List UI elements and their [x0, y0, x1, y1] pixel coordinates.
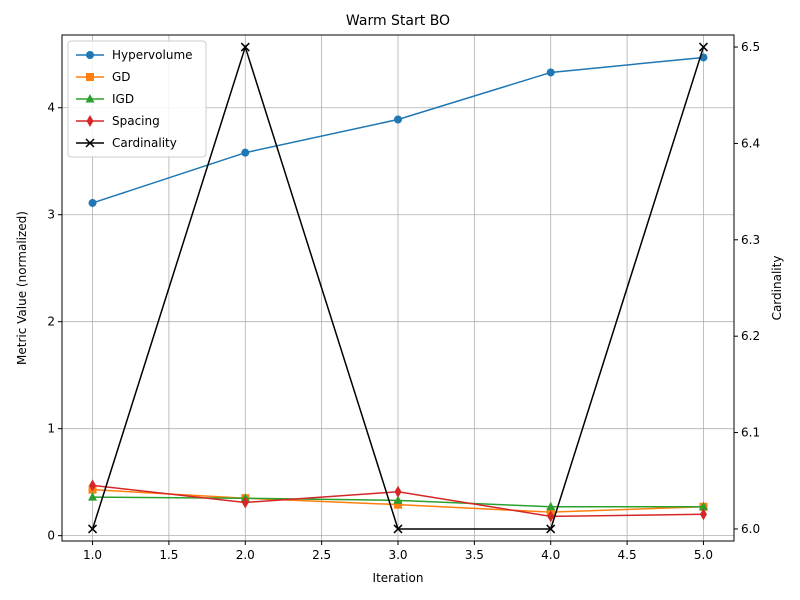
- axes: 1.0 1.5 2.0 2.5 3.0 3.5 4.0 4.5 5.0 0 1 2 3 4 6.0 6.1 6.…: [47, 40, 760, 562]
- legend-item-igd: IGD: [76, 92, 134, 106]
- legend-item-gd: GD: [76, 70, 131, 84]
- y2-tick-label: 6.1: [741, 426, 760, 440]
- legend-marker-spacing: [86, 115, 94, 127]
- legend-marker-gd: [86, 73, 94, 81]
- data-point-spacing: [699, 508, 707, 521]
- data-point-hypervolume: [241, 148, 250, 157]
- series-hypervolume: [88, 53, 708, 207]
- y2-tick-label: 6.3: [741, 233, 760, 247]
- chart-title: Warm Start BO: [346, 13, 450, 29]
- x-tick-label: 3.0: [388, 548, 407, 562]
- data-point-spacing: [241, 496, 249, 509]
- data-point-gd: [394, 500, 402, 509]
- legend-marker-cardinality: [85, 138, 95, 148]
- legend-marker-cardinality-stroke: [85, 138, 95, 148]
- legend-label-igd: IGD: [112, 92, 134, 106]
- x-tick-label: 4.5: [618, 548, 637, 562]
- data-point-hypervolume: [546, 68, 555, 77]
- grid: [62, 35, 734, 541]
- x-tick-label: 2.0: [236, 548, 255, 562]
- data-point-spacing: [394, 485, 402, 498]
- x-tick-label: 3.5: [465, 548, 484, 562]
- y2-axis-label: Cardinality: [770, 256, 784, 321]
- y-tick-label: 4: [47, 101, 55, 115]
- legend-item-spacing: Spacing: [76, 114, 160, 128]
- data-point-spacing: [89, 479, 97, 492]
- x-tick-label: 5.0: [694, 548, 713, 562]
- x-axis-label: Iteration: [373, 571, 424, 585]
- x-tick-label: 1.5: [159, 548, 178, 562]
- legend-marker-hypervolume: [86, 51, 94, 59]
- series-layer: [88, 42, 708, 534]
- data-point-cardinality-stroke: [88, 524, 98, 534]
- legend-item-cardinality: Cardinality: [76, 136, 177, 150]
- data-point-cardinality: [88, 524, 98, 534]
- data-point-cardinality-stroke: [240, 42, 250, 52]
- y2-tick-label: 6.5: [741, 40, 760, 54]
- series-spacing: [89, 479, 707, 523]
- series-cardinality: [88, 42, 708, 534]
- data-point-cardinality-stroke: [546, 524, 556, 534]
- y-tick-label: 0: [47, 529, 55, 543]
- data-point-cardinality: [698, 42, 708, 52]
- data-point-hypervolume: [88, 198, 97, 207]
- data-point-cardinality: [240, 42, 250, 52]
- data-point-hypervolume: [394, 115, 402, 124]
- data-point-cardinality: [393, 524, 403, 534]
- legend-label-gd: GD: [112, 70, 131, 84]
- legend-box: [67, 40, 207, 158]
- data-point-cardinality: [546, 524, 556, 534]
- series-igd: [88, 492, 708, 511]
- y2-tick-label: 6.0: [741, 522, 760, 536]
- x-tick-label: 2.5: [312, 548, 331, 562]
- legend: Hypervolume GD IGD Spacing Cardinality: [67, 40, 207, 158]
- y-tick-label: 3: [47, 208, 55, 222]
- legend-item-hypervolume: Hypervolume: [76, 48, 193, 62]
- legend-label-spacing: Spacing: [112, 114, 160, 128]
- data-point-cardinality-stroke: [393, 524, 403, 534]
- data-point-igd: [698, 501, 708, 511]
- legend-label-hypervolume: Hypervolume: [112, 48, 193, 62]
- x-tick-label: 1.0: [83, 548, 102, 562]
- data-point-cardinality-stroke: [698, 42, 708, 52]
- data-point-igd: [546, 501, 556, 511]
- y-tick-label: 1: [47, 422, 55, 436]
- x-tick-label: 4.0: [541, 548, 560, 562]
- data-point-spacing: [547, 510, 555, 523]
- y2-tick-label: 6.4: [741, 136, 760, 150]
- y2-tick-label: 6.2: [741, 329, 760, 343]
- y-axis-label: Metric Value (normalized): [15, 211, 29, 365]
- legend-marker-igd: [85, 94, 95, 103]
- legend-label-cardinality: Cardinality: [112, 136, 177, 150]
- y-tick-label: 2: [47, 315, 55, 329]
- data-point-igd: [88, 492, 98, 501]
- data-point-igd: [393, 495, 403, 504]
